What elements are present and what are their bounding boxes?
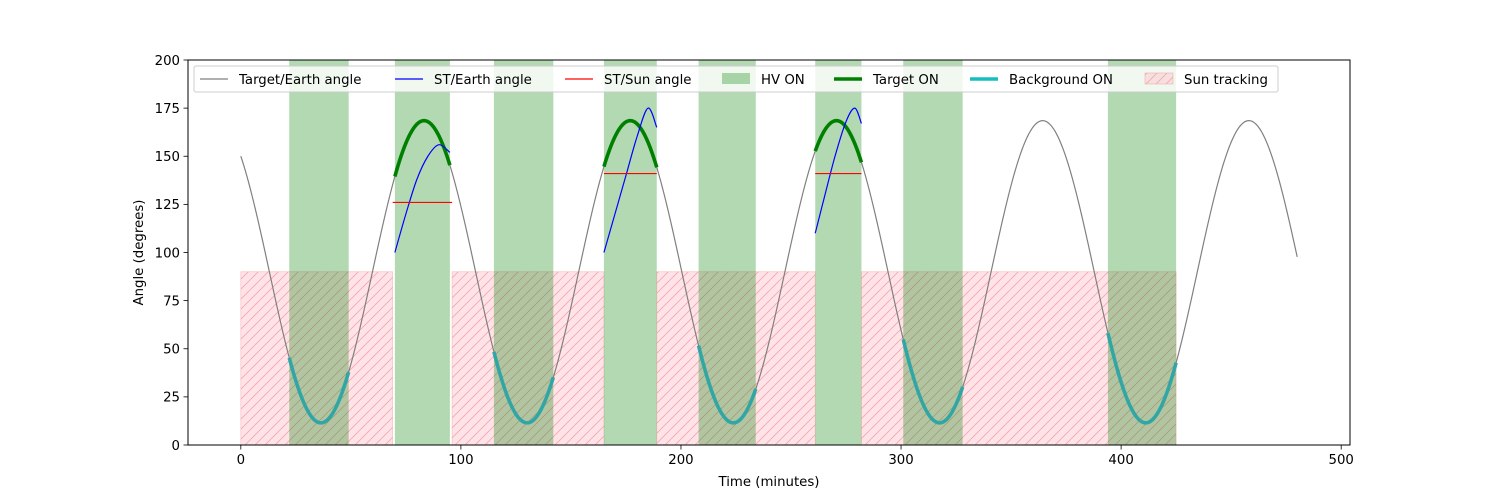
legend-label-target-earth: Target/Earth angle — [238, 73, 361, 88]
sun-tracking-edge — [451, 271, 605, 445]
legend-label-st-sun: ST/Sun angle — [604, 73, 691, 88]
y-tick-label: 200 — [155, 54, 180, 69]
x-tick-label: 300 — [888, 453, 913, 468]
y-tick-label: 50 — [163, 343, 180, 358]
y-axis-label: Angle (degrees) — [132, 200, 147, 306]
hv-on-span — [603, 60, 657, 445]
sun-tracking-edge — [656, 271, 816, 445]
hv-on-span — [394, 60, 450, 445]
target-on-segment — [602, 118, 659, 168]
sun-tracking-edge — [861, 271, 1177, 445]
y-tick-label: 0 — [172, 439, 180, 454]
legend: Target/Earth angle ST/Earth angle ST/Sun… — [193, 65, 1279, 93]
legend-swatch-sun-tracking-hatch — [1145, 73, 1173, 84]
legend-label-hv-on: HV ON — [761, 73, 805, 88]
target-on-segment — [813, 118, 864, 163]
background-on-segment — [492, 351, 556, 425]
legend-label-background-on: Background ON — [1009, 73, 1113, 88]
legend-swatch-hv-on — [722, 73, 750, 84]
y-tick-label: 100 — [155, 246, 180, 261]
legend-label-st-earth: ST/Earth angle — [434, 73, 532, 88]
x-axis-label: Time (minutes) — [718, 475, 820, 490]
legend-label-sun-tracking: Sun tracking — [1184, 73, 1268, 88]
y-tick-label: 175 — [155, 102, 180, 117]
background-on-segment — [287, 357, 351, 425]
sun-tracking-hatch — [656, 271, 816, 445]
target-on-segment — [393, 118, 452, 177]
x-tick-label: 500 — [1329, 453, 1354, 468]
hv-on-span — [698, 60, 756, 445]
st-earth-angle-segment — [814, 107, 862, 234]
background-on-segment — [1106, 332, 1178, 425]
y-tick-label: 25 — [163, 391, 180, 406]
legend-frame — [193, 65, 1279, 93]
legend-label-target-on: Target ON — [872, 73, 939, 88]
background-on-segment — [901, 339, 965, 425]
y-tick-label: 75 — [163, 294, 180, 309]
sun-tracking-hatch — [452, 271, 604, 445]
x-tick-label: 400 — [1108, 453, 1133, 468]
x-tick-label: 100 — [448, 453, 473, 468]
x-tick-label: 200 — [668, 453, 693, 468]
st-earth-angle-segment — [394, 144, 451, 253]
st-earth-angle-segment — [603, 107, 658, 253]
hv-on-span — [903, 60, 963, 445]
x-tick-label: 0 — [237, 453, 245, 468]
y-tick-label: 125 — [155, 198, 180, 213]
hv-on-span — [289, 60, 349, 445]
sun-tracking-hatch — [861, 271, 1177, 445]
y-tick-label: 150 — [155, 150, 180, 165]
sun-tracking-edge — [240, 271, 394, 445]
hv-on-span — [815, 60, 862, 445]
sun-tracking-hatch — [240, 271, 393, 445]
background-on-segment — [696, 345, 758, 425]
hv-on-span — [1107, 60, 1177, 445]
